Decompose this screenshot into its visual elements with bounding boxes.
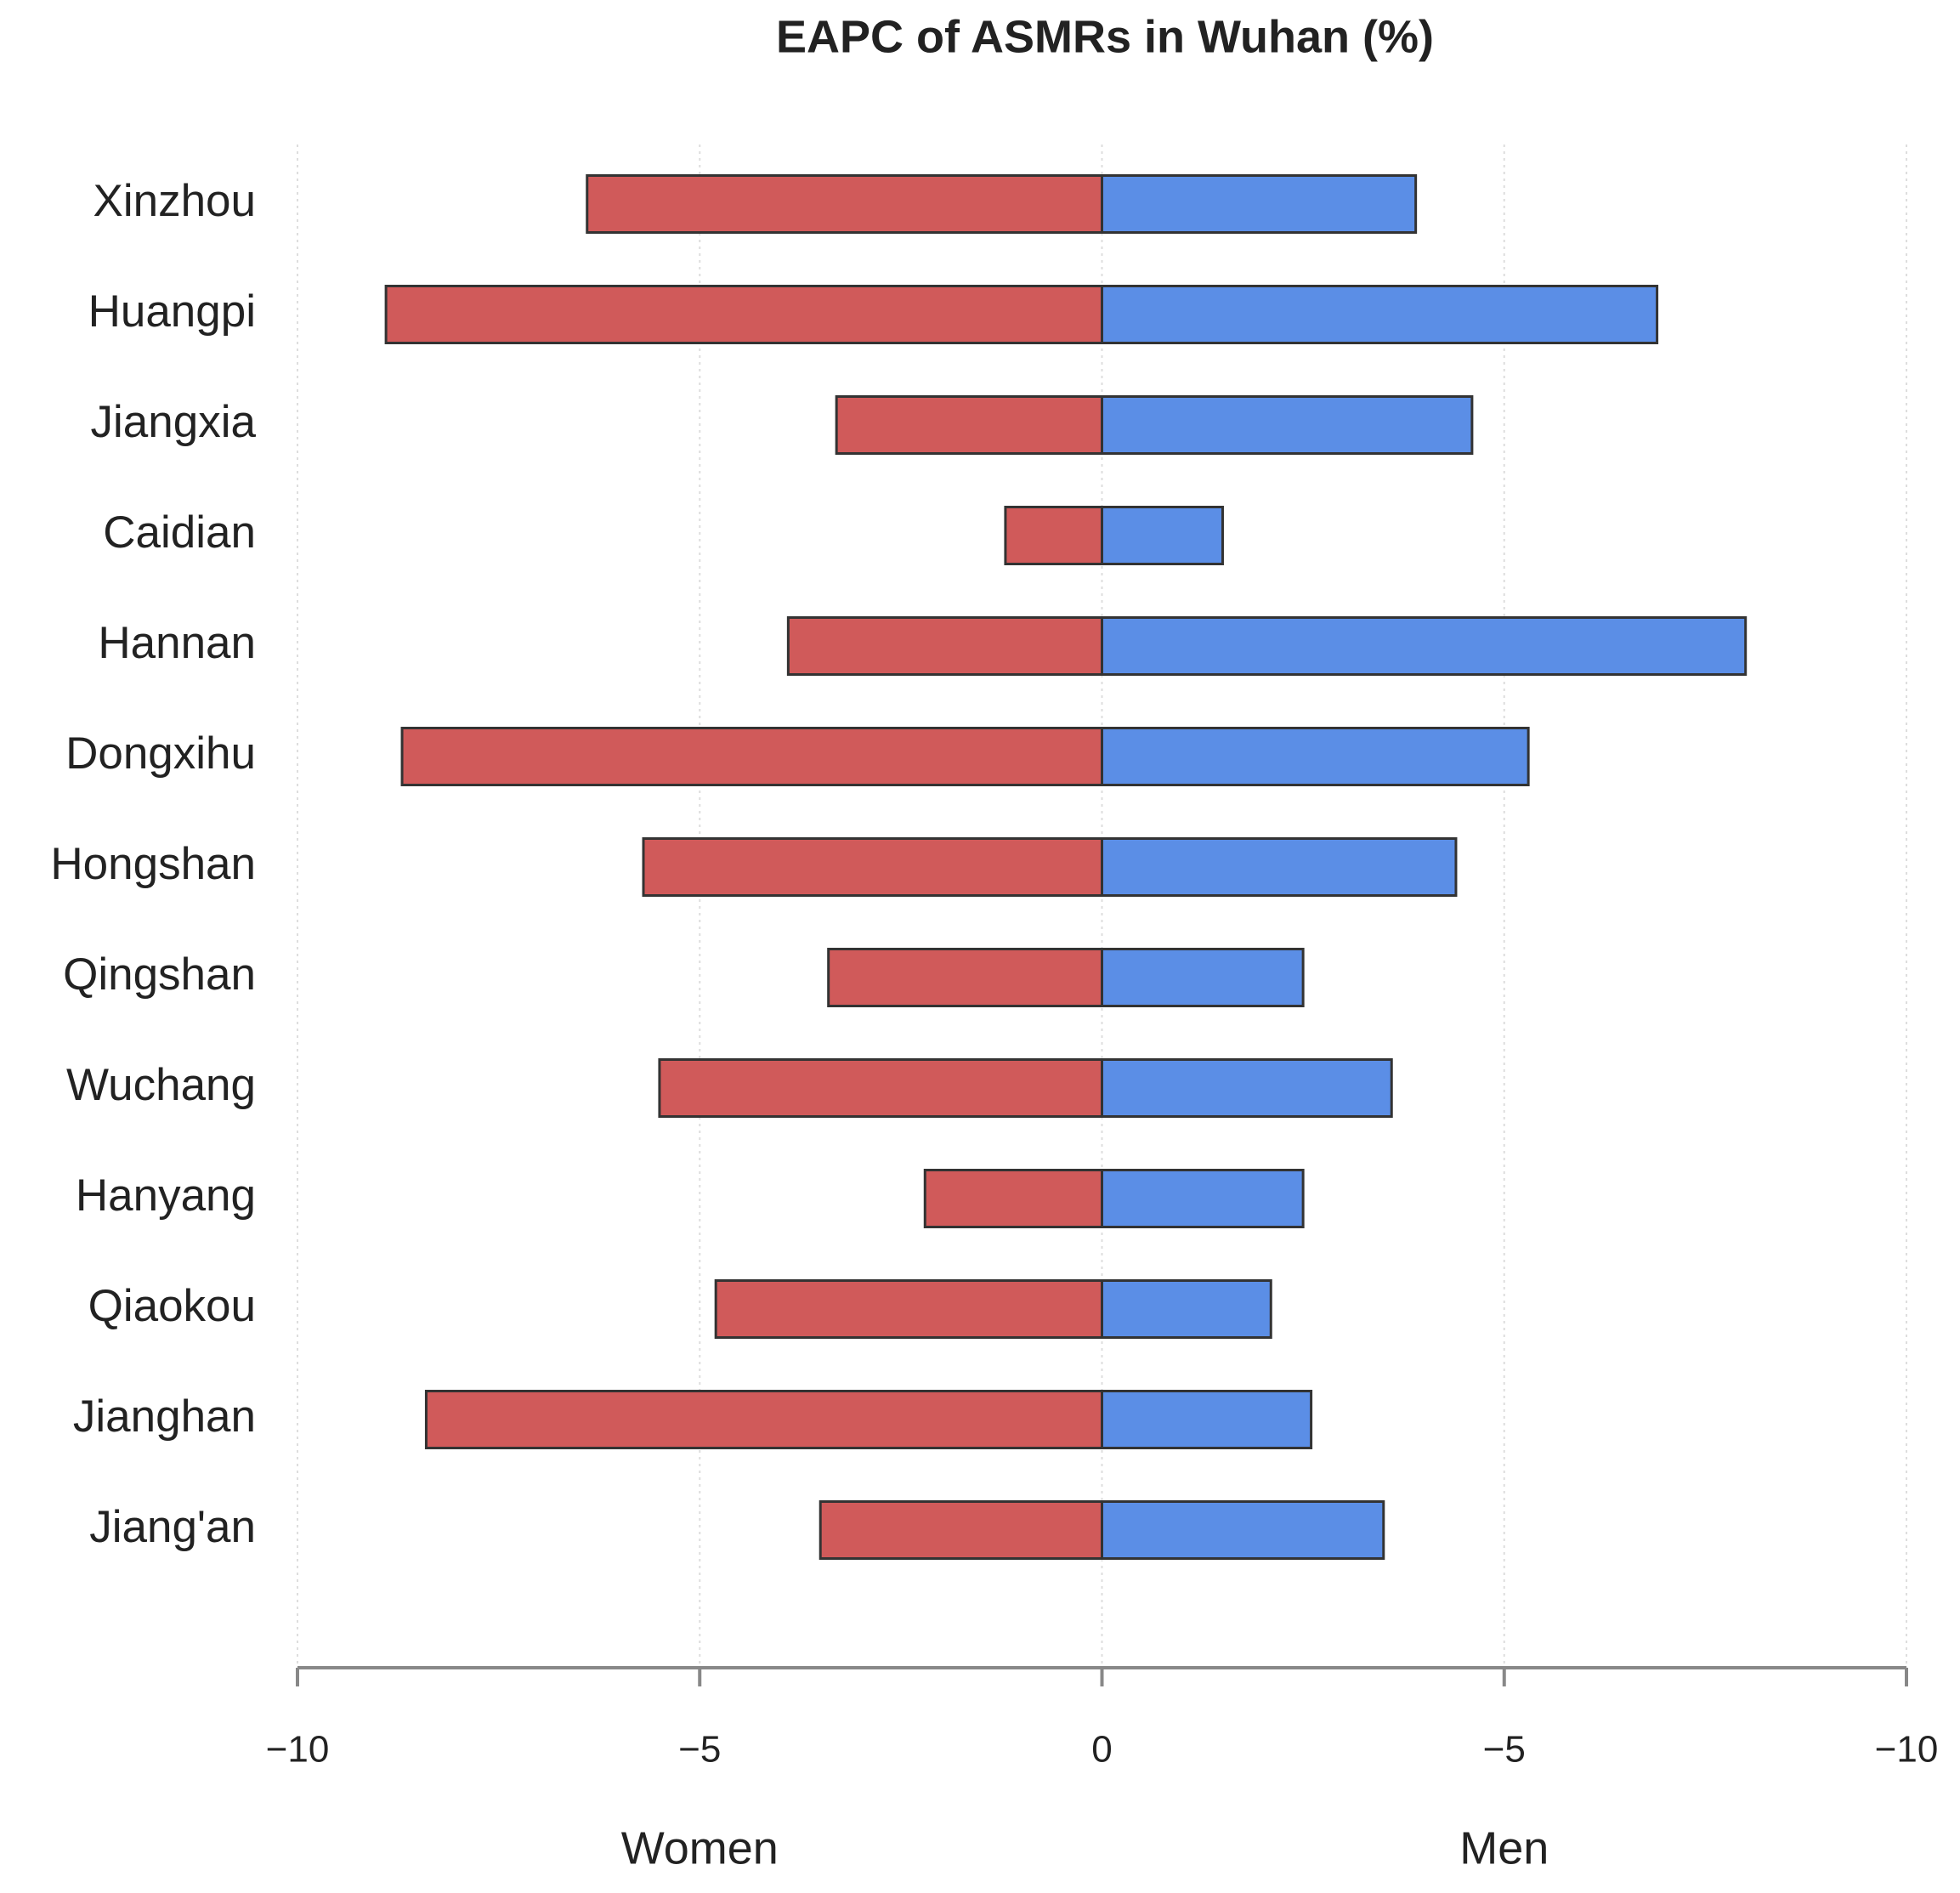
bar: [923, 1169, 1104, 1228]
legend-label: Men: [1459, 1822, 1549, 1873]
bar: [1101, 1169, 1305, 1228]
x-tick-label: 0: [1091, 1729, 1112, 1771]
bar: [714, 1279, 1103, 1339]
bar: [835, 395, 1104, 455]
y-tick-label: Jiangxia: [91, 397, 257, 447]
bar: [1101, 285, 1659, 344]
bar: [1101, 727, 1530, 786]
bar: [1101, 1279, 1272, 1339]
chart-title: EAPC of ASMRs in Wuhan (%): [776, 11, 1434, 62]
bar: [1101, 837, 1458, 897]
x-tick-label: −10: [1875, 1729, 1939, 1771]
bar: [1004, 506, 1104, 565]
y-tick-label: Hanyang: [76, 1170, 256, 1221]
y-tick-label: Huangpi: [88, 286, 256, 337]
bar: [658, 1058, 1103, 1118]
y-tick-label: Qingshan: [63, 949, 256, 1000]
bar: [1101, 616, 1748, 676]
bar: [1101, 174, 1418, 234]
bar: [1101, 1058, 1393, 1118]
bar: [1101, 948, 1305, 1007]
y-tick-label: Hongshan: [50, 839, 256, 889]
y-tick-label: Dongxihu: [65, 728, 256, 779]
x-tick-label: −5: [678, 1729, 721, 1771]
bar: [1101, 1390, 1313, 1449]
bar: [400, 727, 1104, 786]
x-tick-label: −5: [1483, 1729, 1526, 1771]
y-tick-label: Xinzhou: [93, 176, 256, 226]
y-tick-label: Qiaokou: [88, 1281, 256, 1331]
bar: [586, 174, 1103, 234]
y-tick-label: Jiang'an: [89, 1502, 256, 1552]
bar: [819, 1500, 1103, 1560]
y-tick-label: Wuchang: [66, 1060, 256, 1110]
bar: [786, 616, 1103, 676]
y-tick-label: Jianghan: [73, 1391, 256, 1442]
bar: [424, 1390, 1103, 1449]
bar: [384, 285, 1103, 344]
bar: [827, 948, 1103, 1007]
bar: [1101, 395, 1474, 455]
bar: [1101, 1500, 1385, 1560]
y-tick-label: Hannan: [98, 618, 256, 668]
bar: [1101, 506, 1224, 565]
bar: [642, 837, 1103, 897]
legend-label: Women: [621, 1822, 779, 1873]
y-tick-label: Caidian: [103, 507, 256, 558]
x-tick-label: −10: [266, 1729, 330, 1771]
